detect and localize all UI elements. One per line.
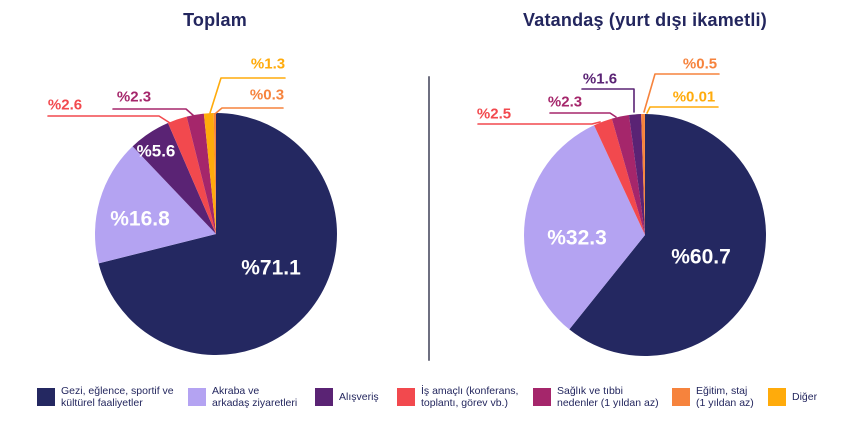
pie1-value-label-gezi: %71.1 — [241, 257, 301, 280]
pie2-value-label-egitim: %0.5 — [683, 56, 717, 73]
pie1-slice-alisveris — [132, 122, 216, 234]
chart-title-vatandas: Vatandaş (yurt dışı ikametli) — [523, 10, 767, 30]
pie1-value-label-akraba: %16.8 — [110, 208, 170, 231]
pie2-slice-alisveris — [628, 114, 645, 235]
pie1-callout-line-egitim — [215, 107, 284, 114]
panel-divider-line — [428, 76, 430, 361]
pie2-slice-akraba — [524, 125, 645, 330]
pie1-value-label-diger: %1.3 — [251, 56, 285, 73]
pie2-slice-is-amacli — [594, 118, 645, 235]
pie2-callout-line-diger — [646, 106, 719, 114]
pie2-slice-saglik — [611, 115, 645, 235]
pie2-callout-line-saglik — [549, 112, 617, 118]
pie1-value-label-is-amacli: %2.6 — [48, 97, 82, 114]
pie2-callout-line-is-amacli — [477, 121, 601, 125]
pie2-value-label-is-amacli: %2.5 — [477, 106, 511, 123]
pie1-value-label-saglik: %2.3 — [117, 89, 151, 106]
pie2-value-label-saglik: %2.3 — [548, 94, 582, 111]
pie1-callout-line-is-amacli — [47, 115, 171, 124]
pie2-slice-gezi — [569, 114, 767, 356]
pie2-value-label-akraba: %32.3 — [547, 227, 607, 250]
pie2-value-label-diger: %0.01 — [673, 89, 716, 106]
pie1-slice-gezi — [98, 113, 337, 355]
pie1-slice-diger — [203, 113, 216, 234]
pie2-slice-egitim — [641, 114, 645, 235]
pie1-slice-akraba — [94, 146, 216, 264]
pie1-slice-saglik — [186, 113, 216, 234]
pie2-value-label-alisveris: %1.6 — [583, 71, 617, 88]
pie1-value-label-alisveris: %5.6 — [137, 142, 176, 161]
pie1-callout-line-diger — [209, 77, 286, 114]
pie2-value-label-gezi: %60.7 — [671, 246, 731, 269]
pie2-callout-line-egitim — [643, 73, 720, 113]
chart-title-toplam: Toplam — [183, 10, 247, 30]
pie1-slice-egitim — [213, 112, 216, 234]
pie2-callout-line-alisveris — [581, 88, 635, 113]
pie1-callout-line-saglik — [112, 108, 195, 117]
pie1-slice-is-amacli — [167, 116, 216, 234]
pie1-value-label-egitim: %0.3 — [250, 87, 284, 104]
